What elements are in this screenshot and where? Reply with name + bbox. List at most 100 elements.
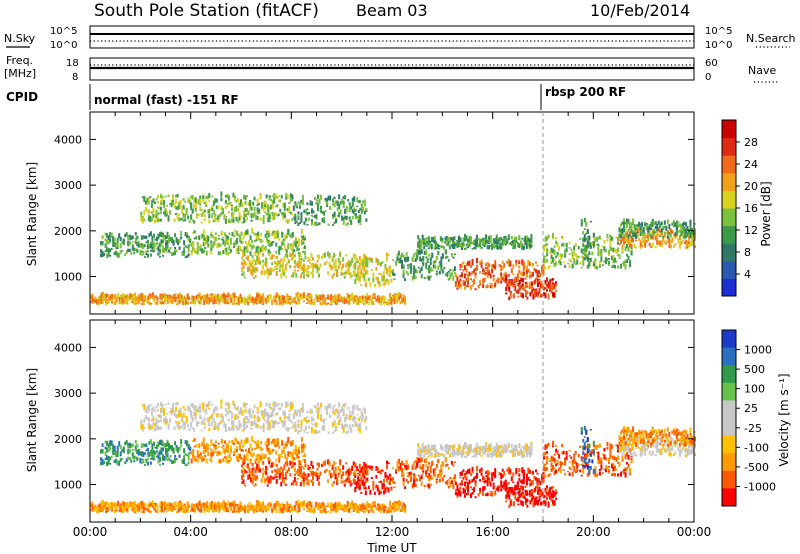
power-cell [167,296,170,299]
velocity-cell [233,509,236,513]
power-cell [105,303,108,306]
power-cell [305,274,308,277]
velocity-cell [165,510,168,513]
power-cell [179,217,182,221]
power-cell [224,199,227,204]
power-cell [494,265,497,269]
power-cell [222,250,225,255]
power-cell [542,272,545,275]
power-cell [387,268,390,272]
power-cell [99,301,102,304]
power-cell [278,300,281,305]
power-cell [275,236,278,239]
power-cell [353,207,356,210]
power-cell [149,253,152,257]
power-cell [238,216,241,221]
power-cell [595,265,598,268]
power-cell [336,299,339,303]
velocity-cell [401,506,404,511]
velocity-cell [105,501,108,507]
velocity-cell [193,412,196,416]
power-cell [236,209,239,212]
velocity-cell [319,505,322,509]
velocity-cell [256,510,259,513]
power-cell [202,229,205,235]
velocity-cell [212,504,215,507]
power-cell [278,303,281,306]
power-cell [103,294,106,298]
power-cell [315,214,318,220]
velocity-cell [284,508,287,512]
power-cell [284,253,287,257]
power-cell [534,269,537,273]
power-cell [121,300,124,303]
power-cell [249,200,252,205]
power-cell [254,270,257,273]
power-cell [102,299,105,304]
power-cell [553,245,556,248]
power-cell [311,263,314,269]
power-cell [533,290,536,293]
power-cell [153,215,156,219]
power-cell [288,202,291,204]
velocity-cell [360,505,363,511]
power-cell [215,205,218,210]
power-cell [539,283,542,288]
power-cell [381,274,384,279]
velocity-cell [296,499,299,506]
power-cell [191,299,194,304]
power-cell [358,271,361,274]
power-cell [130,301,133,303]
power-cell [205,205,208,207]
power-cell [583,248,586,250]
power-cell [573,245,576,251]
power-cell [689,219,692,226]
velocity-cell [190,403,193,407]
power-cell [174,233,177,238]
velocity-cell [155,423,158,426]
power-cell [231,231,234,237]
power-cell [156,201,159,204]
velocity-cell [141,404,144,407]
velocity-cell [212,510,215,513]
power-cell [166,247,169,250]
power-cell [164,246,168,251]
power-cell [601,264,604,267]
power-cell [364,282,367,288]
power-cell [402,269,405,274]
power-cell [199,244,202,247]
power-cell [188,296,191,300]
power-cell [279,208,282,213]
velocity-cell [145,460,148,464]
power-cell [414,252,417,255]
power-cell [139,243,142,248]
power-cell [635,246,638,249]
power-cell [354,262,357,268]
velocity-cell [263,505,266,509]
velocity-cell [144,415,147,419]
velocity-cell [161,454,164,459]
power-cell [438,262,441,268]
power-cell [398,296,401,301]
power-cell [358,279,361,283]
power-cell [352,301,355,304]
power-cell [692,240,695,245]
power-cell [279,245,282,251]
power-cell [307,271,310,275]
power-cell [589,245,592,249]
power-cell [594,261,597,267]
velocity-cell [228,502,231,508]
velocity-cell [174,454,177,458]
power-cell [173,203,176,209]
power-cell [318,297,321,303]
velocity-cell [158,459,161,462]
power-cell [298,252,301,258]
power-cell [194,299,197,305]
power-cell [610,236,613,241]
power-cell [230,212,233,218]
power-cell [480,259,483,263]
power-cell [258,238,261,241]
power-cell [364,299,367,302]
velocity-cell [90,504,93,507]
power-cell [519,240,522,245]
